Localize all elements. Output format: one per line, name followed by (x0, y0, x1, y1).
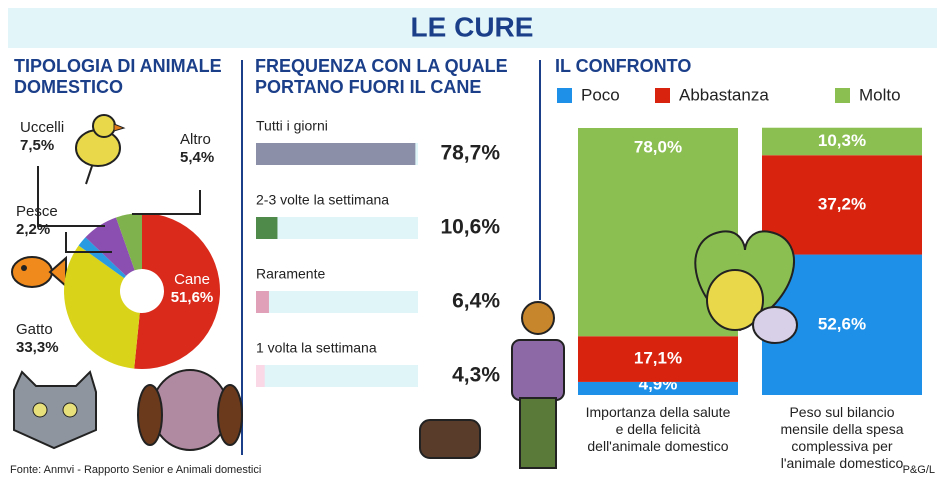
bar-track (256, 365, 418, 387)
chart-title: TIPOLOGIA DI ANIMALE DOMESTICO (14, 56, 234, 98)
legend-label: Poco (581, 85, 620, 104)
segment-value-label: 17,1% (634, 349, 682, 368)
bar-category-label: 2-3 volte la settimana (256, 192, 389, 208)
page-title: LE CURE (411, 11, 534, 42)
slice-value-label: 2,2% (16, 221, 50, 238)
segment-value-label: 10,3% (818, 131, 866, 150)
slice-label: Cane (174, 271, 210, 288)
chart-title: FREQUENZA CON LA QUALE PORTANO FUORI IL … (255, 56, 525, 98)
dog-illustration (138, 370, 242, 450)
slice-value-label: 5,4% (180, 149, 214, 166)
slice-label: Gatto (16, 321, 53, 338)
bar-value-label: 4,3% (452, 364, 500, 387)
slice-value-label: 7,5% (20, 137, 54, 154)
x-category-label: Importanza della salute e della felicità… (583, 404, 733, 455)
bar-track (256, 217, 418, 239)
slice-value-label: 33,3% (16, 339, 59, 356)
chart-title: IL CONFRONTO (555, 56, 855, 77)
bar-category-label: Raramente (256, 266, 325, 282)
bar (256, 291, 269, 313)
cat-illustration (14, 372, 96, 448)
bird-illustration (76, 115, 124, 184)
fish-illustration (12, 257, 66, 287)
bar-value-label: 10,6% (440, 216, 500, 239)
bar-value-label: 6,4% (452, 290, 500, 313)
legend-label: Molto (859, 85, 901, 104)
bar-category-label: 1 volta la settimana (256, 340, 377, 356)
legend-swatch (835, 88, 850, 103)
bar-track (256, 291, 418, 313)
x-category-label: Peso sul bilancio mensile della spesa co… (767, 404, 917, 472)
bar-category-label: Tutti i giorni (256, 118, 328, 134)
segment-value-label: 78,0% (634, 137, 682, 156)
legend-label: Abbastanza (679, 85, 769, 104)
bar (256, 143, 415, 165)
slice-label: Pesce (16, 203, 58, 220)
slice-value-label: 51,6% (171, 289, 214, 306)
legend-swatch (557, 88, 572, 103)
bar (256, 217, 277, 239)
bar (256, 365, 265, 387)
legend-swatch (655, 88, 670, 103)
slice-label: Uccelli (20, 119, 64, 136)
segment-value-label: 37,2% (818, 194, 866, 213)
bar-value-label: 78,7% (440, 142, 500, 165)
infographic: LE CURE Cane51,6% Gatto33,3% Pesce2,2% Ucce… (0, 0, 945, 482)
segment-value-label: 52,6% (818, 314, 866, 333)
leader-line (132, 190, 200, 214)
source: Fonte: Anmvi - Rapporto Senior e Animali… (10, 464, 261, 476)
slice-label: Altro (180, 131, 211, 148)
